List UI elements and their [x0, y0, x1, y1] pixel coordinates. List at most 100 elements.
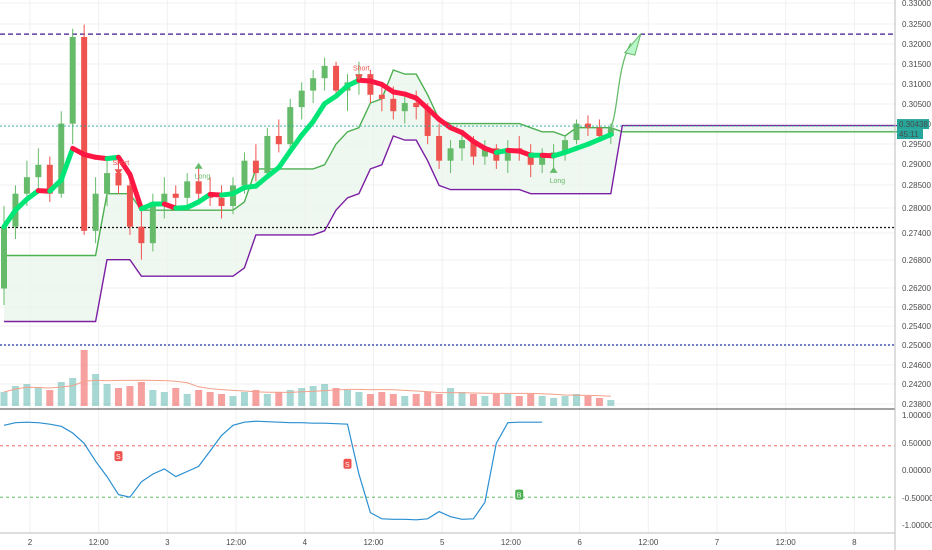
candle-body — [596, 127, 603, 136]
volume-bar — [263, 394, 271, 406]
candle-body — [1, 226, 7, 289]
candle-body — [241, 160, 248, 186]
candle-body — [573, 123, 580, 141]
volume-bars — [0, 350, 615, 406]
oscillator-pane: S S B — [0, 420, 895, 521]
sell-signal-icon — [114, 169, 123, 176]
price-tick-label: 0.26200 — [902, 284, 931, 293]
candle-body — [104, 173, 111, 194]
price-tick-label: 0.28500 — [902, 181, 931, 190]
volume-bar — [584, 396, 592, 406]
volume-bar — [573, 394, 580, 406]
candle-body — [436, 135, 443, 161]
candle-body — [264, 135, 271, 174]
candle-body — [138, 226, 145, 244]
price-tick-label: 0.25800 — [902, 303, 931, 312]
ribbon-segment — [12, 196, 30, 213]
time-axis[interactable]: 2 12:00 3 12:00 4 12:00 5 12:00 6 12:00 7 12:00 8 — [28, 538, 857, 547]
candle-body — [504, 148, 511, 161]
volume-bar — [550, 398, 558, 406]
volume-bar — [389, 394, 397, 406]
price-tick-label: 0.33000 — [902, 0, 931, 8]
ribbon-segment — [425, 105, 442, 122]
time-tick-label: 3 — [165, 538, 170, 547]
time-tick-label: 4 — [303, 538, 308, 547]
volume-bar — [515, 396, 523, 406]
candle-body — [539, 156, 546, 165]
osc-tick-label: 1.00000 — [902, 411, 931, 420]
volume-bar — [309, 386, 317, 406]
projection-arrow-head-icon — [623, 33, 642, 56]
trend-ribbon — [1, 77, 614, 230]
time-tick-label: 12:00 — [776, 538, 797, 547]
osc-marker-box — [343, 458, 352, 469]
candle-body — [126, 185, 133, 227]
volume-bar — [538, 396, 546, 406]
volume-bar — [240, 392, 248, 406]
current-price-box — [897, 119, 929, 130]
price-tick-label: 0.29500 — [902, 140, 931, 149]
cloud-fill — [4, 70, 909, 322]
time-tick-label: 12:00 — [226, 538, 247, 547]
price-axis[interactable]: 0.33000 0.32500 0.32000 0.31500 0.31000 0.305… — [902, 0, 931, 409]
candle-body — [35, 164, 42, 178]
candle-body — [69, 36, 76, 124]
volume-ma-line — [3, 379, 611, 397]
buy-signal-icon — [194, 162, 203, 169]
volume-bar — [469, 394, 477, 406]
candle-body — [218, 197, 225, 207]
osc-tick-label: 0.00000 — [902, 466, 931, 475]
candle-body — [58, 123, 65, 194]
volume-bar — [527, 394, 535, 406]
osc-tick-label: -0.50000 — [902, 494, 932, 503]
time-tick-label: 5 — [440, 538, 445, 547]
candle-body — [81, 36, 88, 231]
ribbon-segment — [333, 83, 350, 99]
volume-bar — [92, 374, 100, 406]
price-tick-label: 0.24200 — [902, 380, 931, 389]
price-tick-label: 0.28000 — [902, 204, 931, 213]
volume-bar — [378, 392, 386, 406]
volume-bar — [126, 386, 134, 406]
price-tick-label: 0.26800 — [902, 256, 931, 265]
volume-bar — [561, 396, 569, 406]
signal-markers: Short Long Short Long — [113, 65, 566, 184]
signal-label: Short — [353, 65, 370, 72]
candle-body — [252, 160, 259, 174]
time-tick-label: 8 — [852, 538, 857, 547]
cloud-lower-line — [4, 124, 909, 323]
candle-body — [92, 193, 99, 231]
volume-bar — [435, 394, 443, 406]
candle-body — [275, 135, 282, 145]
volume-bar — [46, 390, 54, 406]
countdown-value: 45:11 — [899, 130, 919, 139]
volume-bar — [195, 390, 203, 406]
candle-body — [287, 107, 294, 145]
time-tick-label: 12:00 — [501, 538, 522, 547]
price-tick-label: 0.32000 — [902, 40, 931, 49]
time-tick-label: 12:00 — [638, 538, 659, 547]
horizontal-levels — [0, 33, 895, 346]
candle-body — [562, 140, 569, 153]
buy-signal-icon — [549, 166, 558, 173]
volume-bar — [11, 386, 19, 406]
volume-bar — [481, 396, 489, 406]
candle-body — [424, 107, 431, 136]
candle-body — [459, 140, 465, 149]
candle-body — [195, 181, 202, 194]
volume-bar — [504, 394, 512, 406]
volume-bar — [183, 394, 191, 406]
time-tick-label: 12:00 — [363, 538, 384, 547]
ribbon-segment — [116, 154, 133, 177]
candle-body — [527, 152, 534, 165]
oscillator-axis[interactable]: 1.00000 0.50000 0.00000 -0.50000 -1.00000 — [902, 411, 932, 530]
price-tick-label: 0.31500 — [902, 60, 931, 69]
countdown-box — [897, 129, 923, 140]
candle-body — [584, 123, 591, 128]
volume-bar — [57, 382, 65, 406]
volume-bar — [103, 384, 111, 406]
ribbon-segment — [47, 177, 64, 194]
osc-marker-label: S — [116, 454, 121, 461]
